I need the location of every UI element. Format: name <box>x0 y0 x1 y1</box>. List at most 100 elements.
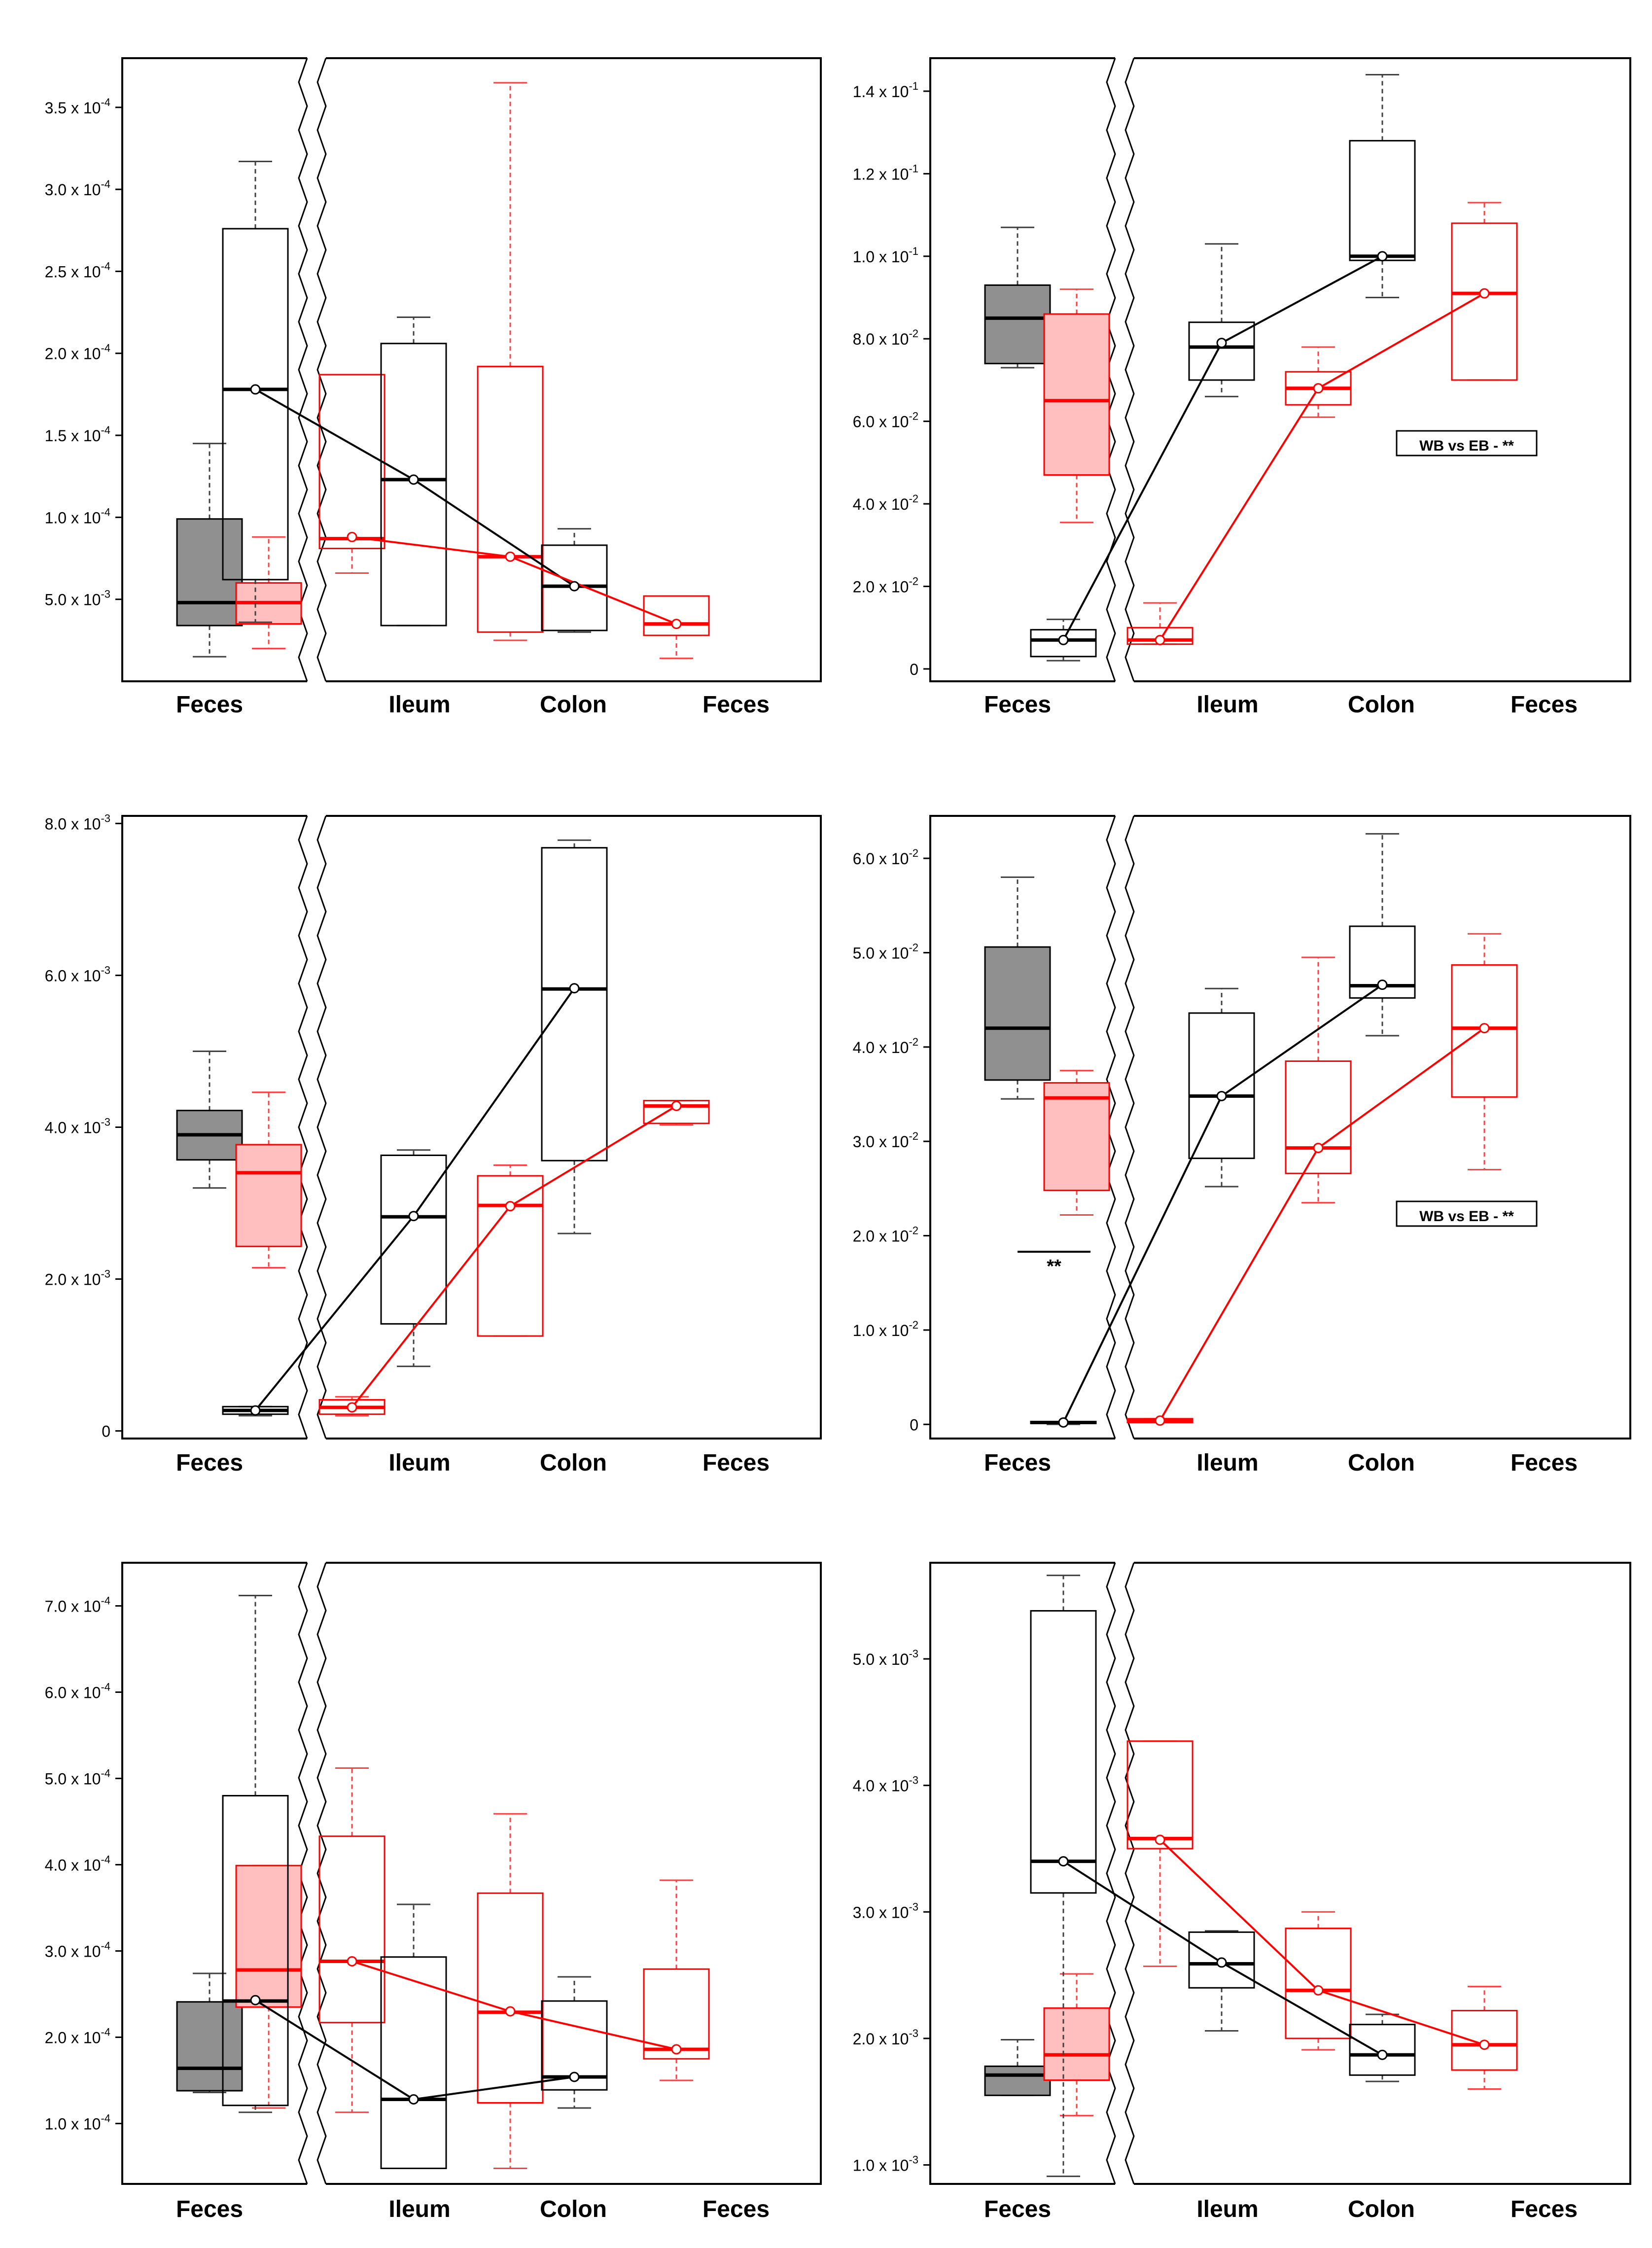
trend-point-red <box>671 619 682 630</box>
y-tick-label: 1.4 x 10-1 <box>853 80 918 101</box>
y-tick-exponent: -2 <box>909 1036 918 1048</box>
x-category-label: Colon <box>540 1450 607 1476</box>
t0-box-black <box>984 226 1051 369</box>
iqr-box <box>1043 2007 1110 2081</box>
y-tick-mantissa: 1.4 x 10 <box>853 83 909 101</box>
y-tick-label: 8.0 x 10-2 <box>853 327 918 348</box>
frame-t30 <box>326 1562 822 2185</box>
x-category-label: Feces <box>703 2196 770 2222</box>
t30-box-red <box>1451 1986 1518 2090</box>
annotation-text: WB vs EB - ** <box>1419 438 1514 454</box>
x-category-label: Feces <box>984 2196 1051 2222</box>
y-tick-mantissa: 3.0 x 10 <box>853 1133 909 1151</box>
trend-line-black <box>1062 255 1383 641</box>
trend-point-black <box>569 581 580 592</box>
y-tick-mantissa: 1.0 x 10 <box>45 2115 101 2133</box>
y-tick-exponent: -3 <box>909 2027 918 2039</box>
trend-point-red <box>505 2006 516 2017</box>
frame-t0 <box>929 1562 1115 2185</box>
panel-butyrate: 02.0 x 10-34.0 x 10-36.0 x 10-38.0 x 10-… <box>45 812 822 1476</box>
trend-point-red <box>347 1956 357 1967</box>
trend-point-red <box>1313 1143 1324 1154</box>
y-tick-exponent: -2 <box>909 575 918 587</box>
x-category-label: Colon <box>540 2196 607 2222</box>
y-tick-label: 4.0 x 10-4 <box>45 1854 110 1874</box>
iqr-box <box>222 1795 289 2107</box>
iqr-box <box>1349 2024 1416 2076</box>
significance-annotation: WB vs EB - ** <box>1396 430 1538 457</box>
trend-point-red <box>1313 383 1324 394</box>
iqr-box <box>1126 1740 1194 1850</box>
y-tick-mantissa: 2.0 x 10 <box>45 345 101 363</box>
trend-point-black <box>569 2072 580 2082</box>
y-tick-label: 2.0 x 10-4 <box>45 2026 110 2047</box>
significance-annotation: WB vs EB - ** <box>1396 1200 1538 1227</box>
y-tick-label: 1.0 x 10-2 <box>853 1319 918 1339</box>
y-tick-label: 5.0 x 10-2 <box>853 941 918 962</box>
x-category-label: Feces <box>176 692 243 718</box>
axis-break-right <box>316 1562 327 2184</box>
t0-box-red <box>1043 1973 1110 2116</box>
x-category-label: Feces <box>1511 1450 1578 1476</box>
t0-box-red <box>235 1091 302 1268</box>
y-tick-label: 6.0 x 10-4 <box>45 1681 110 1702</box>
y-tick-mantissa: 4.0 x 10 <box>45 1857 101 1874</box>
frame-t0 <box>929 815 1115 1440</box>
y-tick-label: 2.0 x 10-4 <box>45 342 110 363</box>
frame-t0 <box>929 57 1115 682</box>
y-tick-label: 1.0 x 10-1 <box>853 245 918 266</box>
y-tick-exponent: -1 <box>909 80 918 92</box>
t0-box-black <box>984 876 1051 1100</box>
iqr-box <box>1030 629 1097 658</box>
x-category-label: Ileum <box>388 692 450 718</box>
y-tick-exponent: -4 <box>101 96 110 108</box>
y-tick-mantissa: 1.0 x 10 <box>853 248 909 266</box>
x-category-label: Feces <box>984 692 1051 718</box>
y-tick-mantissa: 8.0 x 10 <box>853 330 909 348</box>
frame-t30 <box>1134 1562 1631 2185</box>
y-tick-label: 4.0 x 10-2 <box>853 492 918 513</box>
t30-box-red <box>1285 956 1352 1204</box>
x-category-label: Colon <box>1348 1450 1415 1476</box>
iqr-box <box>176 518 243 627</box>
t30-box-black <box>1349 833 1416 1037</box>
y-tick-mantissa: 5.0 x 10 <box>45 1770 101 1788</box>
y-tick-label: 6.0 x 10-2 <box>853 847 918 868</box>
axis-break-right <box>316 815 327 1439</box>
x-category-label: Colon <box>540 692 607 718</box>
y-tick-mantissa: 7.0 x 10 <box>45 1598 101 1616</box>
y-tick-exponent: -2 <box>909 1225 918 1237</box>
trend-point-red <box>671 1100 682 1111</box>
t0-box-red <box>235 1864 302 2109</box>
y-tick-mantissa: 1.0 x 10 <box>45 509 101 527</box>
axis-break-right <box>1125 815 1135 1439</box>
iqr-box <box>380 343 447 627</box>
trend-point-red <box>1479 2039 1490 2050</box>
y-tick-label: 2.0 x 10-2 <box>853 575 918 596</box>
iqr-box <box>1285 1928 1352 2039</box>
y-tick-exponent: -4 <box>101 1595 110 1607</box>
frame-t30 <box>1134 57 1631 682</box>
y-tick-mantissa: 8.0 x 10 <box>45 815 101 833</box>
y-tick-label: 5.0 x 10-3 <box>45 588 110 609</box>
y-tick-exponent: -3 <box>101 964 110 976</box>
iqr-box <box>477 365 544 633</box>
annotation-box <box>1396 1200 1538 1227</box>
iqr-box <box>1451 222 1518 381</box>
x-category-label: Colon <box>1348 2196 1415 2222</box>
y-tick-mantissa: 1.0 x 10 <box>853 1322 909 1339</box>
iqr-box <box>541 2000 608 2091</box>
x-category-label: Colon <box>1348 692 1415 718</box>
y-tick-exponent: -2 <box>909 410 918 422</box>
t30-box-red <box>1285 346 1352 418</box>
y-tick-exponent: -2 <box>909 847 918 859</box>
y-tick-exponent: -3 <box>101 1116 110 1128</box>
iqr-box <box>222 228 289 581</box>
y-tick-label: 2.0 x 10-3 <box>853 2027 918 2048</box>
iqr-box <box>477 1175 544 1337</box>
trend-line-black <box>254 987 575 1411</box>
y-tick-exponent: -4 <box>101 506 110 518</box>
y-tick-label: 3.0 x 10-4 <box>45 1940 110 1961</box>
y-tick-mantissa: 0 <box>910 1416 918 1434</box>
